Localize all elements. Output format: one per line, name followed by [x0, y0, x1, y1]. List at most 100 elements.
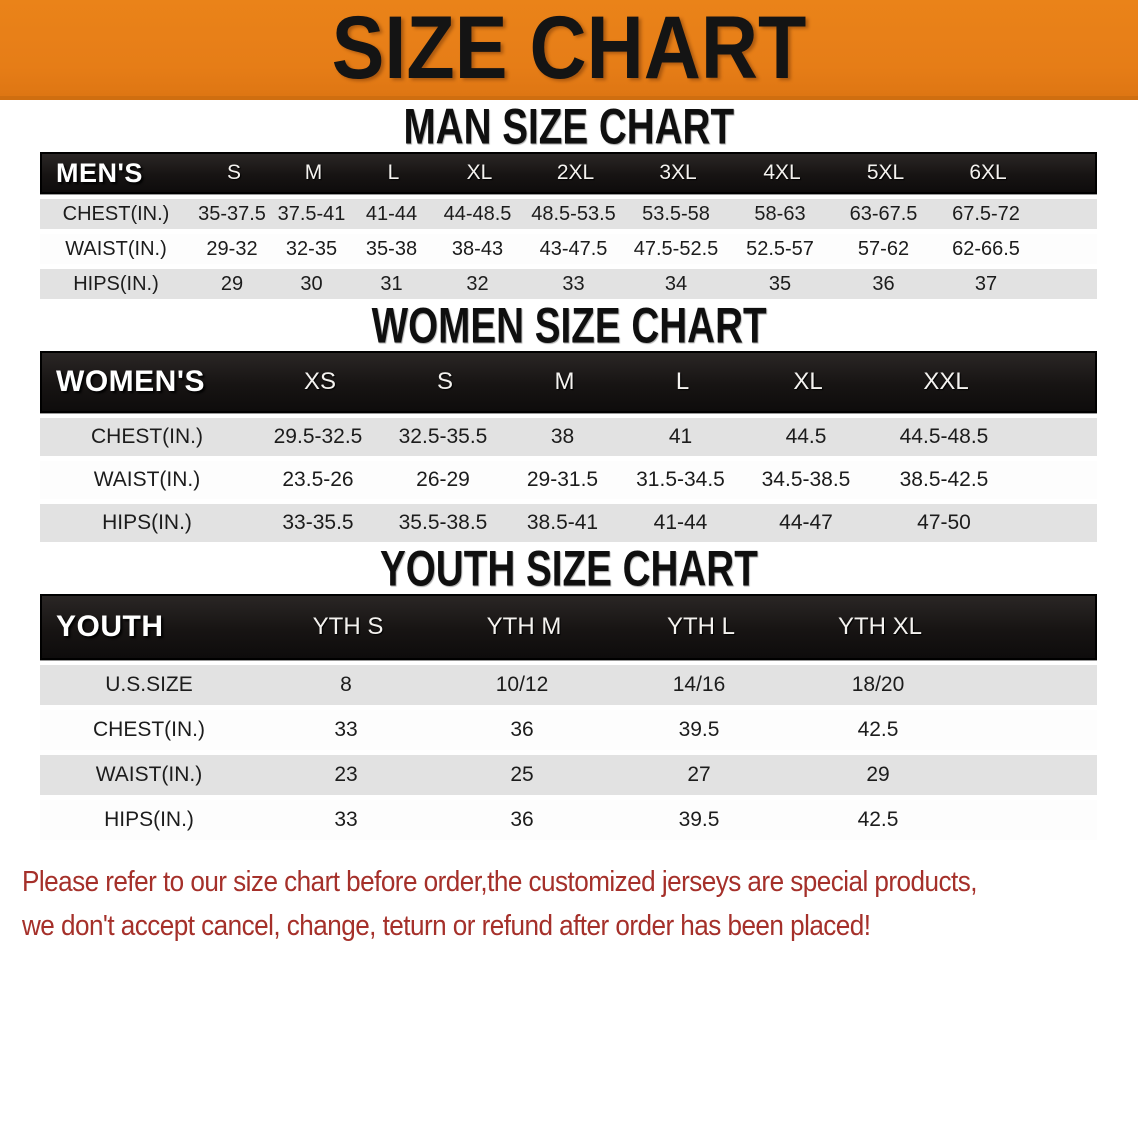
- womens-section-heading-text: WOMEN SIZE CHART: [371, 296, 767, 354]
- row-label: WAIST(IN.): [65, 237, 167, 260]
- size-cell: 63-67.5: [849, 202, 918, 225]
- size-cell: 35: [768, 272, 792, 295]
- mens-size-table: MEN'S S M L XL 2XL 3XL 4XL 5XL 6XL CHEST(IN.) 35-37…: [40, 152, 1097, 299]
- size-cell: 39.5: [678, 718, 720, 741]
- table-row: HIPS(IN.) 33 36 39.5 42.5: [40, 800, 1097, 840]
- size-cell: 18/20: [851, 673, 905, 696]
- size-cell: 57-62: [857, 237, 910, 260]
- size-cell: 32: [466, 272, 489, 295]
- row-label: CHEST(IN.): [62, 202, 170, 225]
- column-header: XXL: [923, 368, 969, 395]
- size-cell: 41-44: [653, 511, 708, 534]
- table-title-cell: YOUTH: [56, 610, 164, 643]
- size-cell: 38: [550, 425, 575, 448]
- table-header-row: WOMEN'S XS S M L XL XXL: [40, 351, 1097, 413]
- size-cell: 41-44: [365, 202, 418, 225]
- size-cell: 47-50: [917, 511, 971, 534]
- size-cell: 29.5-32.5: [273, 425, 363, 448]
- size-cell: 47.5-52.5: [633, 237, 719, 260]
- size-cell: 44-48.5: [443, 202, 512, 225]
- size-cell: 36: [872, 272, 895, 295]
- size-cell: 44-47: [779, 511, 833, 534]
- size-cell: 33: [334, 718, 358, 741]
- row-label: CHEST(IN.): [93, 718, 205, 741]
- size-cell: 29-31.5: [526, 468, 599, 491]
- column-header: S: [436, 368, 453, 395]
- size-cell: 34: [664, 272, 688, 295]
- row-label: WAIST(IN.): [95, 763, 203, 786]
- disclaimer: Please refer to our size chart before or…: [22, 860, 1138, 948]
- table-row: CHEST(IN.) 29.5-32.5 32.5-35.5 38 41 44.5 44.5…: [40, 418, 1097, 456]
- size-cell: 52.5-57: [746, 237, 814, 260]
- size-cell: 42.5: [857, 718, 899, 741]
- table-row: CHEST(IN.) 35-37.5 37.5-41 41-44 44-48.5 48.5…: [40, 199, 1097, 229]
- size-chart-banner: SIZE CHART: [0, 0, 1138, 100]
- row-label: HIPS(IN.): [73, 272, 159, 295]
- womens-section-heading: WOMEN SIZE CHART: [0, 296, 1138, 354]
- size-cell: 44.5-48.5: [899, 425, 989, 448]
- size-cell: 38.5-42.5: [899, 468, 989, 491]
- column-header: XS: [303, 368, 336, 395]
- size-cell: 33: [562, 272, 585, 295]
- size-cell: 35.5-38.5: [398, 511, 488, 534]
- row-label: U.S.SIZE: [105, 673, 193, 696]
- row-label: WAIST(IN.): [93, 468, 201, 491]
- womens-size-section: WOMEN SIZE CHART WOMEN'S XS S M L XL XXL CHEST(…: [0, 296, 1138, 542]
- size-cell: 53.5-58: [642, 202, 710, 225]
- row-label: HIPS(IN.): [102, 511, 192, 534]
- size-cell: 8: [340, 673, 352, 696]
- table-row: U.S.SIZE 8 10/12 14/16 18/20: [40, 665, 1097, 705]
- column-header: YTH XL: [837, 613, 923, 640]
- size-cell: 67.5-72: [952, 202, 1020, 225]
- youth-size-section: YOUTH SIZE CHART YOUTH YTH S YTH M YTH L YTH…: [0, 539, 1138, 840]
- size-cell: 23.5-26: [282, 468, 354, 491]
- table-row: HIPS(IN.) 29 30 31 32 33 34 35 36 37: [40, 269, 1097, 299]
- mens-section-heading: MAN SIZE CHART: [0, 97, 1138, 155]
- banner-title: SIZE CHART: [331, 0, 807, 98]
- size-cell: 33-35.5: [282, 511, 354, 534]
- size-cell: 31: [380, 272, 403, 295]
- table-header-row: YOUTH YTH S YTH M YTH L YTH XL: [40, 594, 1097, 660]
- mens-section-heading-text: MAN SIZE CHART: [403, 97, 735, 155]
- column-header: L: [387, 161, 400, 184]
- size-cell: 25: [510, 763, 534, 786]
- table-row: CHEST(IN.) 33 36 39.5 42.5: [40, 710, 1097, 750]
- column-header: XL: [793, 368, 823, 395]
- size-cell: 33: [334, 808, 358, 831]
- size-cell: 42.5: [857, 808, 899, 831]
- youth-section-heading-text: YOUTH SIZE CHART: [380, 539, 758, 597]
- size-cell: 44.5: [785, 425, 827, 448]
- size-cell: 26-29: [416, 468, 470, 491]
- column-header: 3XL: [659, 161, 697, 184]
- size-cell: 27: [687, 763, 711, 786]
- size-cell: 43-47.5: [539, 237, 608, 260]
- size-cell: 34.5-38.5: [761, 468, 851, 491]
- size-cell: 48.5-53.5: [531, 202, 616, 225]
- size-cell: 30: [300, 272, 323, 295]
- column-header: 4XL: [763, 161, 801, 184]
- column-header: M: [554, 368, 575, 395]
- size-cell: 35-37.5: [198, 202, 266, 225]
- size-cell: 41: [668, 425, 693, 448]
- size-cell: 29-32: [206, 237, 258, 260]
- disclaimer-line-2: we don't accept cancel, change, teturn o…: [22, 910, 871, 942]
- size-cell: 32-35: [285, 237, 338, 260]
- table-row: WAIST(IN.) 23.5-26 26-29 29-31.5 31.5-34.5 34…: [40, 461, 1097, 499]
- table-row: WAIST(IN.) 29-32 32-35 35-38 38-43 43-47.5 47.…: [40, 234, 1097, 264]
- column-header: YTH S: [312, 613, 384, 640]
- size-cell: 23: [334, 763, 358, 786]
- table-header-row: MEN'S S M L XL 2XL 3XL 4XL 5XL 6XL: [40, 152, 1097, 194]
- disclaimer-line-1: Please refer to our size chart before or…: [22, 866, 977, 898]
- column-header: YTH L: [666, 613, 735, 640]
- table-row: HIPS(IN.) 33-35.5 35.5-38.5 38.5-41 41-44 44-…: [40, 504, 1097, 542]
- size-cell: 38-43: [451, 237, 504, 260]
- size-cell: 29: [220, 272, 244, 295]
- size-cell: 58-63: [754, 202, 806, 225]
- size-cell: 37.5-41: [277, 202, 346, 225]
- size-cell: 29: [866, 763, 890, 786]
- size-cell: 39.5: [678, 808, 720, 831]
- column-header: XL: [466, 161, 493, 184]
- column-header: M: [304, 161, 323, 184]
- youth-section-heading: YOUTH SIZE CHART: [0, 539, 1138, 597]
